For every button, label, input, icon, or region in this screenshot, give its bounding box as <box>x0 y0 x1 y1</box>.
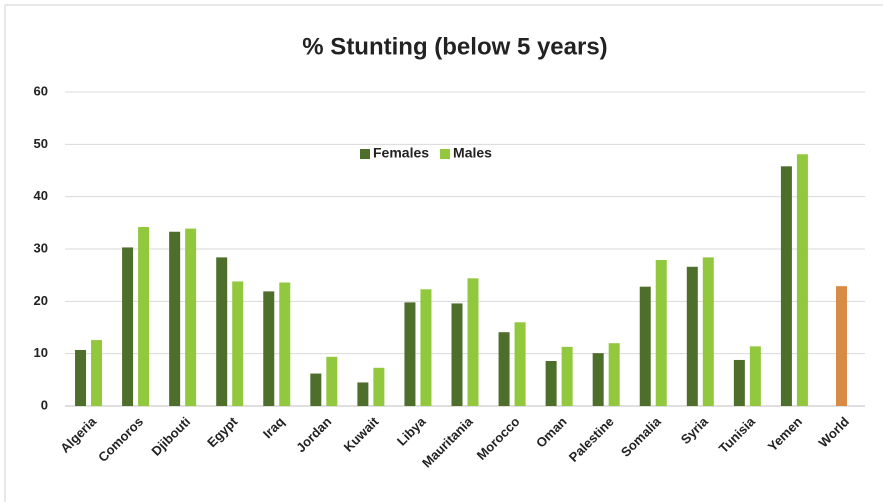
legend-label: Females <box>373 145 429 161</box>
bar <box>780 166 792 406</box>
bar <box>326 356 338 406</box>
y-tick-label: 50 <box>34 136 48 151</box>
bar <box>75 350 87 406</box>
chart-frame <box>4 4 883 502</box>
bar <box>122 247 134 406</box>
bar <box>655 259 667 406</box>
bar <box>608 343 620 406</box>
bar <box>835 286 847 406</box>
bar <box>216 257 228 406</box>
bar <box>561 346 573 406</box>
legend-swatch <box>360 149 370 159</box>
bar <box>592 353 604 406</box>
bar <box>545 360 557 406</box>
bar <box>451 303 463 406</box>
bar <box>169 231 181 406</box>
bar <box>138 227 150 406</box>
bar <box>232 281 244 406</box>
y-tick-label: 40 <box>34 188 48 203</box>
bar <box>467 278 479 406</box>
y-tick-label: 20 <box>34 293 48 308</box>
bar <box>310 373 322 406</box>
bar <box>686 266 698 406</box>
legend-label: Males <box>453 145 492 161</box>
bar <box>639 286 651 406</box>
bar <box>749 346 761 406</box>
y-tick-label: 30 <box>34 240 48 255</box>
y-tick-label: 10 <box>34 345 48 360</box>
bar <box>373 367 385 406</box>
y-tick-label: 0 <box>41 397 48 412</box>
bar <box>498 332 510 406</box>
bar <box>733 359 745 406</box>
bar <box>357 382 369 406</box>
chart-title: % Stunting (below 5 years) <box>302 33 607 60</box>
bar <box>263 291 275 406</box>
bar <box>185 228 197 406</box>
y-tick-label: 60 <box>34 83 48 98</box>
bar <box>796 154 808 406</box>
bar <box>91 340 103 406</box>
bar <box>702 257 714 406</box>
bar <box>404 302 416 406</box>
legend-swatch <box>440 149 451 159</box>
bar <box>279 282 291 406</box>
bar <box>420 289 432 406</box>
bar <box>514 322 526 406</box>
